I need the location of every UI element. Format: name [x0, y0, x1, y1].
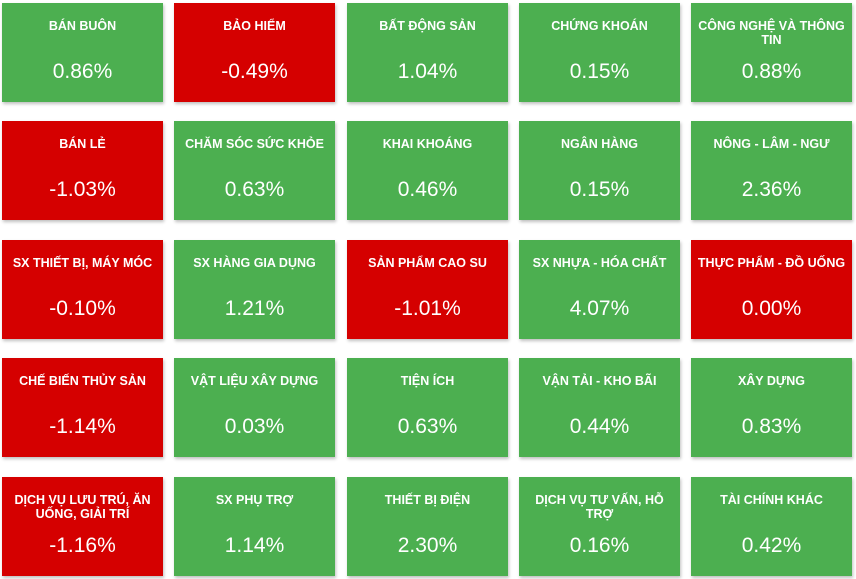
sector-name: SX THIẾT BỊ, MÁY MÓC	[12, 256, 153, 270]
sector-change-value: 0.83%	[741, 415, 802, 438]
sector-name: NÔNG - LÂM - NGƯ	[713, 137, 830, 151]
sector-name: CÔNG NGHỆ VÀ THÔNG TIN	[698, 19, 845, 47]
sector-tile[interactable]: SX THIẾT BỊ, MÁY MÓC -0.10%	[2, 240, 163, 339]
sector-name: TÀI CHÍNH KHÁC	[720, 493, 823, 507]
sector-tile[interactable]: SX NHỰA - HÓA CHẤT 4.07%	[519, 240, 680, 339]
sector-tile[interactable]: CHỨNG KHOÁN 0.15%	[519, 3, 680, 102]
sector-change-value: 0.63%	[224, 178, 285, 201]
sector-tile[interactable]: CÔNG NGHỆ VÀ THÔNG TIN 0.88%	[691, 3, 852, 102]
sector-name: SX PHỤ TRỢ	[215, 493, 294, 507]
sector-name: NGÂN HÀNG	[560, 137, 639, 151]
sector-tile[interactable]: NGÂN HÀNG 0.15%	[519, 121, 680, 220]
sector-change-value: -0.10%	[49, 297, 116, 320]
sector-change-value: -1.14%	[49, 415, 116, 438]
sector-name: CHỨNG KHOÁN	[551, 19, 648, 33]
sector-tile[interactable]: SX PHỤ TRỢ 1.14%	[174, 477, 335, 576]
sector-tile[interactable]: THIẾT BỊ ĐIỆN 2.30%	[347, 477, 508, 576]
sector-tile[interactable]: SX HÀNG GIA DỤNG 1.21%	[174, 240, 335, 339]
sector-tile[interactable]: VẬT LIỆU XÂY DỰNG 0.03%	[174, 358, 335, 457]
sector-change-value: 4.07%	[569, 297, 630, 320]
sector-name: DỊCH VỤ LƯU TRÚ, ĂN UỐNG, GIẢI TRÍ	[14, 493, 151, 521]
sector-change-value: 0.46%	[397, 178, 458, 201]
sector-tile[interactable]: CHẾ BIẾN THỦY SẢN -1.14%	[2, 358, 163, 457]
sector-tile[interactable]: VẬN TẢI - KHO BÃI 0.44%	[519, 358, 680, 457]
sector-name: VẬN TẢI - KHO BÃI	[542, 374, 657, 388]
sector-name: THIẾT BỊ ĐIỆN	[384, 493, 471, 507]
sector-change-value: 0.86%	[52, 60, 113, 83]
sector-change-value: 0.44%	[569, 415, 630, 438]
sector-name: SX NHỰA - HÓA CHẤT	[532, 256, 667, 270]
sector-tile[interactable]: DỊCH VỤ TƯ VẤN, HỖ TRỢ 0.16%	[519, 477, 680, 576]
sector-tile[interactable]: BẤT ĐỘNG SẢN 1.04%	[347, 3, 508, 102]
sector-change-value: 0.63%	[397, 415, 458, 438]
sector-change-value: 1.14%	[224, 534, 285, 557]
sector-change-value: 0.16%	[569, 534, 630, 557]
sector-name: VẬT LIỆU XÂY DỰNG	[190, 374, 319, 388]
sector-change-value: 1.21%	[224, 297, 285, 320]
sector-tile[interactable]: NÔNG - LÂM - NGƯ 2.36%	[691, 121, 852, 220]
sector-name: DỊCH VỤ TƯ VẤN, HỖ TRỢ	[535, 493, 664, 521]
sector-tile[interactable]: TÀI CHÍNH KHÁC 0.42%	[691, 477, 852, 576]
sector-change-value: 0.15%	[569, 178, 630, 201]
sector-change-value: -1.03%	[49, 178, 116, 201]
sector-tile[interactable]: CHĂM SÓC SỨC KHỎE 0.63%	[174, 121, 335, 220]
sector-change-value: 0.03%	[224, 415, 285, 438]
sector-name: BÁN LẺ	[59, 137, 106, 151]
sector-change-value: 0.88%	[741, 60, 802, 83]
sector-name: THỰC PHẨM - ĐỒ UỐNG	[697, 256, 846, 270]
sector-name: CHẾ BIẾN THỦY SẢN	[19, 374, 146, 388]
sector-tile[interactable]: XÂY DỰNG 0.83%	[691, 358, 852, 457]
sector-change-value: -0.49%	[221, 60, 288, 83]
sector-name: BẢO HIỂM	[223, 19, 286, 33]
sector-name: BÁN BUÔN	[48, 19, 117, 33]
sector-tile[interactable]: BÁN BUÔN 0.86%	[2, 3, 163, 102]
sector-change-value: -1.01%	[394, 297, 461, 320]
sector-change-value: 1.04%	[397, 60, 458, 83]
sector-tile[interactable]: TIỆN ÍCH 0.63%	[347, 358, 508, 457]
sector-name: XÂY DỰNG	[737, 374, 806, 388]
sector-change-value: 0.15%	[569, 60, 630, 83]
sector-tile[interactable]: DỊCH VỤ LƯU TRÚ, ĂN UỐNG, GIẢI TRÍ -1.16%	[2, 477, 163, 576]
sector-name: SX HÀNG GIA DỤNG	[193, 256, 316, 270]
sector-tile[interactable]: SẢN PHẨM CAO SU -1.01%	[347, 240, 508, 339]
sector-change-value: 2.30%	[397, 534, 458, 557]
sector-name: KHAI KHOÁNG	[382, 137, 473, 151]
sector-name: CHĂM SÓC SỨC KHỎE	[185, 137, 324, 151]
sector-tile[interactable]: BÁN LẺ -1.03%	[2, 121, 163, 220]
sector-change-value: -1.16%	[49, 534, 116, 557]
sector-change-value: 2.36%	[741, 178, 802, 201]
sector-tile[interactable]: BẢO HIỂM -0.49%	[174, 3, 335, 102]
sector-name: TIỆN ÍCH	[400, 374, 455, 388]
sector-tile[interactable]: KHAI KHOÁNG 0.46%	[347, 121, 508, 220]
sector-change-value: 0.42%	[741, 534, 802, 557]
sector-tile[interactable]: THỰC PHẨM - ĐỒ UỐNG 0.00%	[691, 240, 852, 339]
sector-change-value: 0.00%	[741, 297, 802, 320]
sector-name: SẢN PHẨM CAO SU	[368, 256, 487, 270]
sector-name: BẤT ĐỘNG SẢN	[379, 19, 476, 33]
